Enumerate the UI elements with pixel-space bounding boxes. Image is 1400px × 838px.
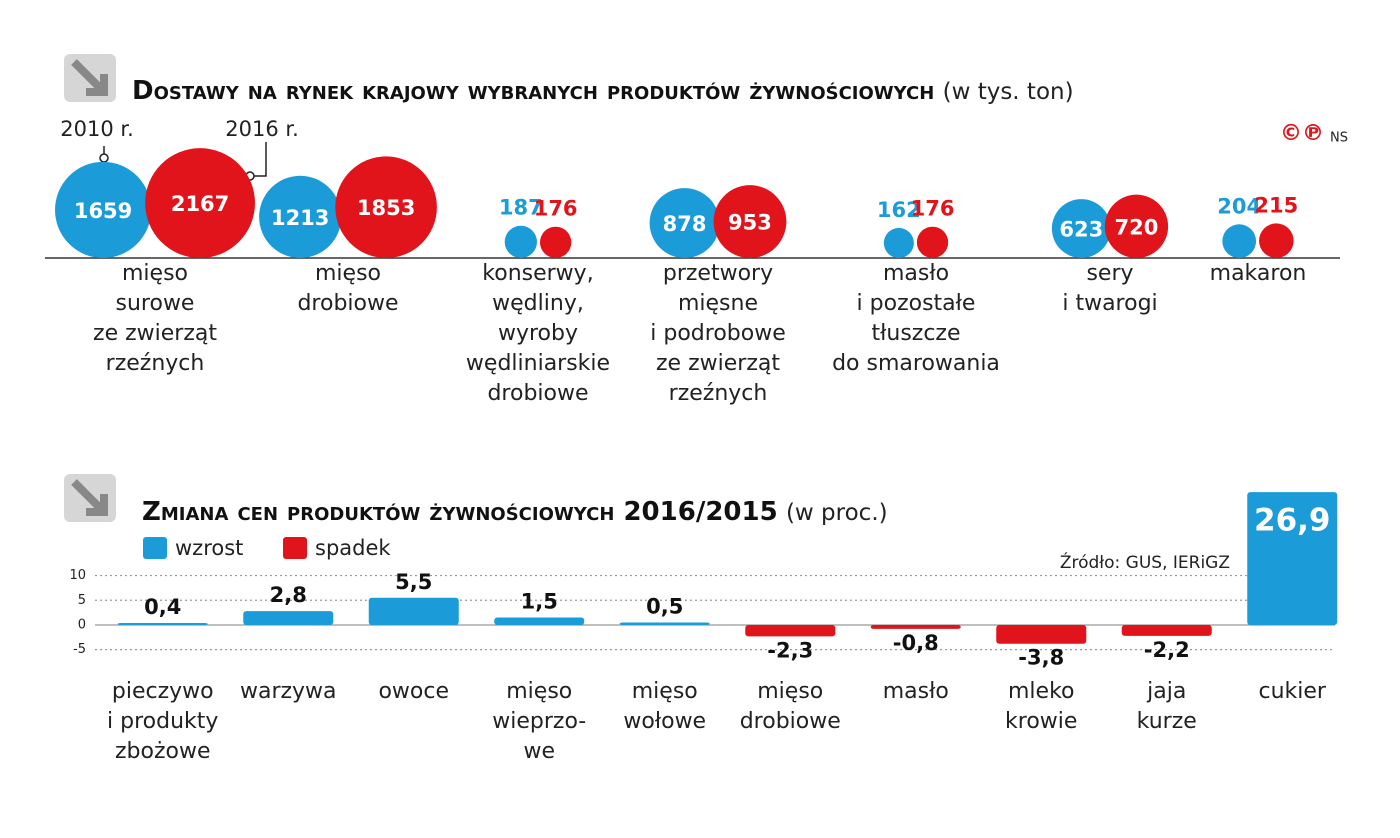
bubble	[335, 156, 437, 258]
value-label: 187	[499, 196, 543, 220]
bubble	[504, 225, 537, 258]
value-label: 1659	[74, 199, 132, 223]
bubble	[1259, 223, 1294, 258]
category-label: konserwy, wędliny, wyroby wędliniarskie …	[465, 261, 611, 406]
icon	[64, 54, 116, 102]
bar	[494, 617, 585, 625]
bar	[745, 624, 836, 637]
value-label: 623	[1059, 218, 1103, 242]
value-label: 5,5	[395, 570, 432, 594]
value-label: -0,8	[893, 631, 939, 655]
category-label: warzywa	[239, 679, 337, 704]
bubble	[916, 226, 949, 258]
unit: (w tys. ton)	[942, 79, 1074, 105]
category-label: pieczywo i produkty zbożowe	[107, 679, 219, 764]
value-label: 176	[534, 197, 578, 221]
y-tick-label: 0	[78, 617, 86, 632]
value-label: 26,9	[1254, 503, 1331, 539]
category-label: mięso drobiowe	[739, 679, 841, 734]
bar	[117, 622, 208, 625]
category-label: masło i pozostałe tłuszcze do smarowania	[832, 261, 1000, 376]
value-label: 720	[1115, 215, 1159, 239]
series-label: 2016 r.	[225, 117, 299, 141]
bubble	[55, 161, 152, 258]
bubble	[1051, 199, 1111, 258]
bar	[1121, 624, 1212, 636]
value-label: 2167	[171, 192, 229, 216]
category-label: mięso wieprzo- we	[492, 679, 587, 764]
y-tick-label: 10	[69, 568, 86, 583]
value-label: 0,4	[144, 595, 181, 619]
value-label: -2,3	[767, 638, 813, 662]
bar	[368, 597, 459, 625]
bar	[996, 624, 1087, 644]
legend-label: spadek	[315, 536, 391, 560]
credit-marks: ©℗	[1280, 121, 1324, 146]
bar	[1247, 492, 1338, 625]
category-label: jaja kurze	[1136, 679, 1197, 734]
title-text: Zmiana cen produktów żywnościowych 2016/…	[142, 497, 778, 527]
bubble	[649, 188, 720, 258]
legend-swatch	[283, 537, 307, 559]
category-label: mięso drobiowe	[297, 261, 399, 316]
bubble	[883, 227, 914, 258]
bubble	[1104, 194, 1169, 258]
category-label: mięso wołowe	[623, 679, 707, 734]
series-label: 2010 r.	[60, 117, 134, 141]
category-label: mięso surowe ze zwierząt rzeźnych	[93, 261, 217, 376]
category-label: makaron	[1209, 261, 1307, 286]
value-label: -2,2	[1144, 638, 1190, 662]
value-label: 953	[728, 211, 772, 235]
y-tick-label: -5	[73, 642, 86, 657]
value-label: 176	[911, 197, 955, 221]
value-label: -3,8	[1018, 646, 1064, 670]
category-label: sery i twarogi	[1062, 261, 1158, 316]
source: Źródło: GUS, IERiGZ	[1060, 551, 1230, 573]
category-label: masło	[882, 679, 949, 704]
category-label: cukier	[1258, 679, 1326, 704]
category-label: owoce	[378, 679, 450, 704]
chart-title: Zmiana cen produktów żywnościowych 2016/…	[142, 497, 888, 527]
value-label: 1,5	[521, 590, 558, 614]
value-label: 162	[877, 198, 921, 222]
chart-title: Dostawy na rynek krajowy wybranych produ…	[132, 76, 1074, 106]
value-label: 878	[663, 212, 707, 236]
bubble	[259, 175, 342, 258]
value-label: 1853	[357, 196, 415, 220]
bubble	[1222, 224, 1257, 258]
bubble	[713, 185, 787, 258]
bar	[870, 624, 961, 629]
value-label: 1213	[271, 206, 329, 230]
y-tick-label: 5	[78, 593, 86, 608]
value-label: 0,5	[646, 594, 683, 618]
value-label: 2,8	[270, 583, 307, 607]
icon	[64, 474, 116, 522]
bar	[243, 611, 334, 625]
legend-label: wzrost	[175, 536, 243, 560]
value-label: 204	[1217, 194, 1261, 218]
legend-swatch	[143, 537, 167, 559]
unit: (w proc.)	[785, 500, 888, 526]
bar	[619, 622, 710, 625]
credit: NS	[1330, 131, 1348, 146]
bubble	[539, 226, 572, 258]
title-text: Dostawy na rynek krajowy wybranych produ…	[132, 76, 935, 106]
bubble	[145, 148, 255, 258]
value-label: 215	[1254, 193, 1298, 217]
category-label: przetwory mięsne i podrobowe ze zwierząt…	[650, 261, 786, 406]
category-label: mleko krowie	[1005, 679, 1078, 734]
